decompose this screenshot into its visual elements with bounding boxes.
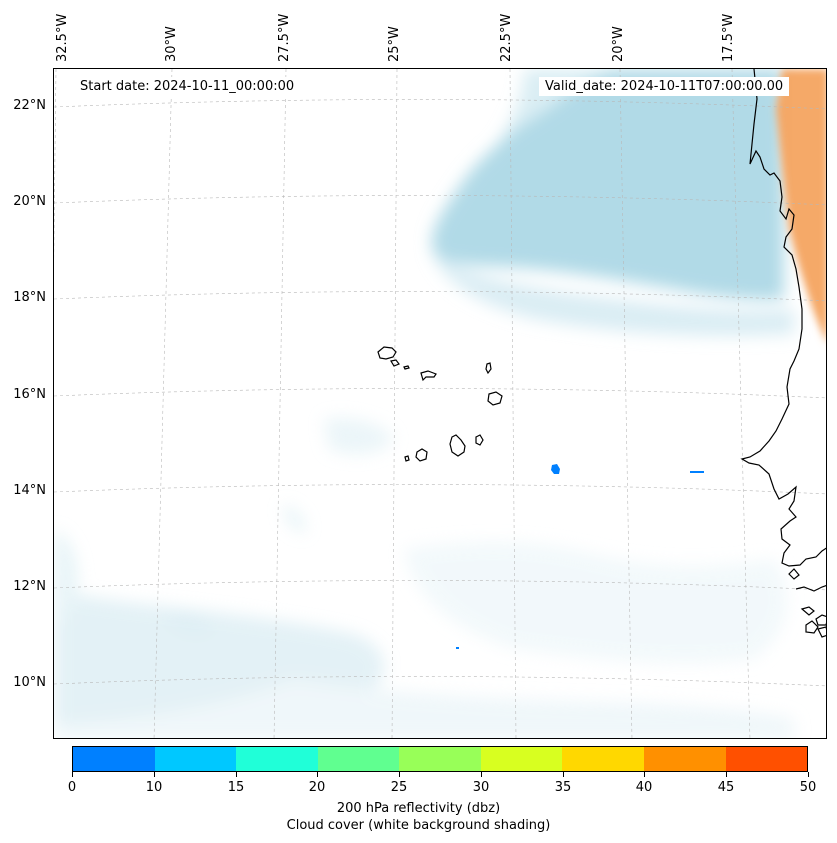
colorbar-tick-label: 10 (145, 780, 163, 795)
colorbar-segment (154, 747, 237, 771)
colorbar-tick-label: 50 (799, 780, 817, 795)
map-canvas (54, 69, 826, 738)
colorbar-segment (399, 747, 481, 771)
coastline-islands (377, 346, 503, 462)
colorbar-tick (72, 772, 73, 777)
colorbar-tick-label: 25 (390, 780, 408, 795)
colorbar-tick (563, 772, 564, 777)
colorbar-tick (644, 772, 645, 777)
island-maio (475, 434, 484, 446)
colorbar-segment (236, 747, 318, 771)
lat-label: 22°N (13, 98, 46, 113)
island-brava (404, 455, 410, 462)
island-sao-nicolau (420, 370, 437, 382)
lon-label: 20°W (611, 26, 626, 62)
cloud-cover-dense (431, 69, 794, 336)
colorbar-tick-label: 20 (308, 780, 326, 795)
island-santa-luzia (403, 365, 410, 370)
echo-cell (551, 464, 560, 474)
colorbar-tick (399, 772, 400, 777)
colorbar-tick (317, 772, 318, 777)
lon-label: 32.5°W (55, 13, 70, 62)
colorbar-segment (73, 747, 155, 771)
colorbar-tick (808, 772, 809, 777)
colorbar-tick (154, 772, 155, 777)
lon-label: 17.5°W (721, 13, 736, 62)
lon-label: 30°W (164, 26, 179, 62)
lon-label: 22.5°W (499, 13, 514, 62)
lon-label: 27.5°W (277, 13, 292, 62)
valid-date-label: Valid_date: 2024-10-11T07:00:00.00 (539, 77, 790, 96)
island-santo-antao (377, 346, 397, 360)
colorbar (72, 746, 808, 772)
echo-cell (690, 471, 704, 473)
lat-label: 18°N (13, 290, 46, 305)
island-fogo (415, 448, 428, 462)
colorbar-segment (725, 747, 808, 771)
start-date-label: Start date: 2024-10-11_00:00:00 (74, 77, 301, 96)
colorbar-tick-label: 0 (67, 780, 77, 795)
colorbar-tick-label: 35 (554, 780, 572, 795)
colorbar-segment (317, 747, 400, 771)
colorbar-segment (480, 747, 563, 771)
colorbar-tick-label: 15 (227, 780, 245, 795)
lat-label: 14°N (13, 483, 46, 498)
reflectivity-echoes (456, 464, 704, 649)
colorbar-tick (726, 772, 727, 777)
colorbar-segment (562, 747, 644, 771)
island-sal (485, 362, 492, 375)
land-reflectivity-region (776, 69, 826, 341)
colorbar-tick-label: 30 (472, 780, 490, 795)
lat-label: 16°N (13, 387, 46, 402)
lon-label: 25°W (387, 26, 402, 62)
colorbar-tick (236, 772, 237, 777)
colorbar-tick-label: 40 (635, 780, 653, 795)
graticule (54, 69, 826, 738)
colorbar-label-reflectivity: 200 hPa reflectivity (dbz) (336, 801, 501, 816)
coastline-africa (740, 69, 826, 638)
cloud-cover-light (54, 417, 794, 738)
island-santiago (449, 434, 466, 457)
echo-cell (456, 647, 459, 649)
colorbar-tick (481, 772, 482, 777)
lat-label: 12°N (13, 579, 46, 594)
lat-label: 10°N (13, 675, 46, 690)
map-panel[interactable]: Start date: 2024-10-11_00:00:00 Valid_da… (53, 68, 827, 739)
colorbar-tick-label: 45 (717, 780, 735, 795)
island-boa-vista (487, 391, 503, 406)
island-sao-vicente (390, 359, 400, 367)
lat-label: 20°N (13, 194, 46, 209)
colorbar-label-cloud-cover: Cloud cover (white background shading) (286, 818, 551, 833)
colorbar-segment (643, 747, 726, 771)
